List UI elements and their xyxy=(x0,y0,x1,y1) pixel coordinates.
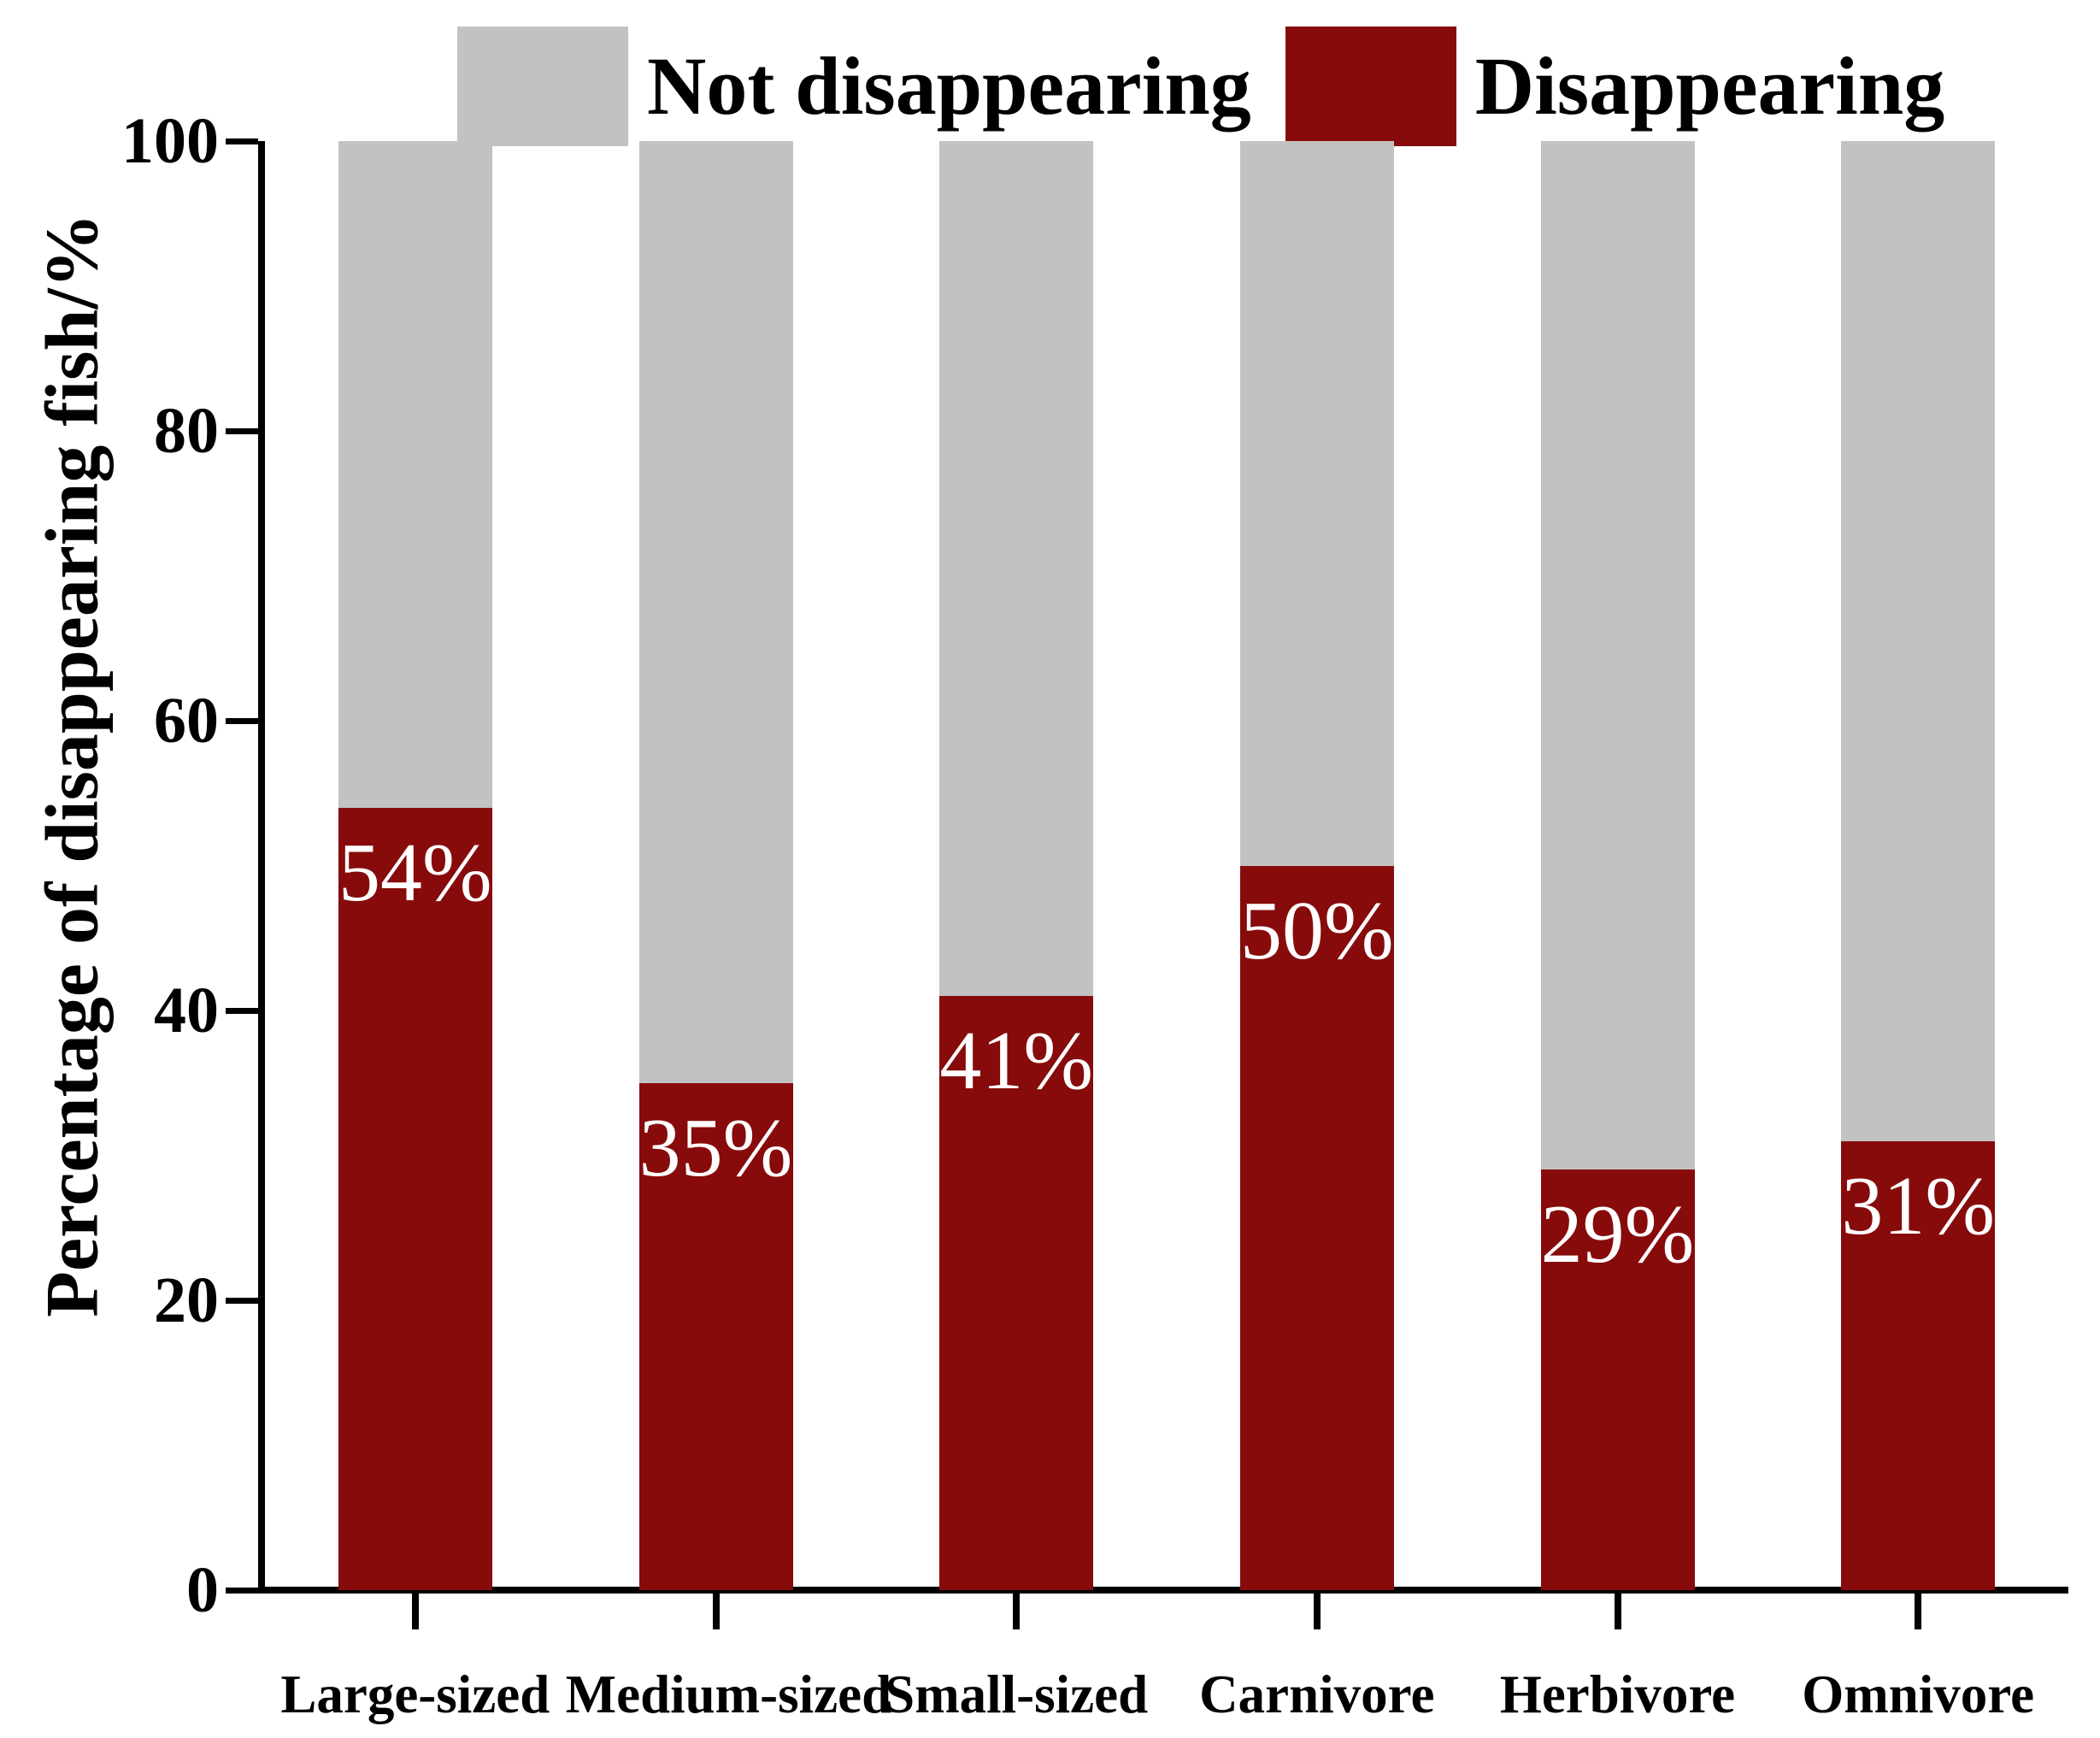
segment-not-disappearing xyxy=(338,141,492,808)
y-tick-label-20: 20 xyxy=(154,1264,219,1336)
segment-not-disappearing xyxy=(939,141,1094,997)
x-tick-small-sized xyxy=(1013,1594,1021,1629)
segment-not-disappearing xyxy=(1841,141,1996,1141)
segment-disappearing xyxy=(338,807,492,1590)
x-tick-large-sized xyxy=(411,1594,419,1629)
segment-not-disappearing xyxy=(638,141,793,1083)
segment-disappearing xyxy=(939,996,1094,1590)
x-tick-medium-sized xyxy=(712,1594,720,1629)
x-category-label-small-sized: Small-sized xyxy=(885,1664,1149,1724)
y-axis-line xyxy=(258,141,265,1594)
bar-large-sized: 54% xyxy=(338,141,492,1590)
bar-medium-sized: 35% xyxy=(638,141,793,1590)
y-tick-label-40: 40 xyxy=(154,975,219,1046)
legend-label-not-disappearing: Not disappearing xyxy=(647,40,1251,132)
x-category-label-carnivore: Carnivore xyxy=(1199,1664,1435,1724)
x-tick-omnivore xyxy=(1915,1594,1922,1629)
bar-value-label: 29% xyxy=(1540,1188,1695,1281)
y-axis-title: Percentage of disappearing fish/% xyxy=(31,213,115,1317)
legend-swatch-not-disappearing xyxy=(457,27,628,146)
y-tick-40 xyxy=(226,1007,258,1014)
x-category-label-medium-sized: Medium-sized xyxy=(565,1664,892,1724)
segment-disappearing xyxy=(1540,1169,1695,1590)
x-axis-line xyxy=(258,1587,2068,1594)
bar-small-sized: 41% xyxy=(939,141,1094,1590)
x-category-label-herbivore: Herbivore xyxy=(1499,1664,1736,1724)
bar-value-label: 41% xyxy=(939,1015,1093,1108)
legend-label-disappearing: Disappearing xyxy=(1474,40,1945,132)
y-tick-100 xyxy=(226,138,258,144)
bar-carnivore: 50% xyxy=(1239,141,1394,1590)
segment-disappearing xyxy=(1841,1140,1996,1590)
y-tick-80 xyxy=(226,427,258,434)
x-category-label-omnivore: Omnivore xyxy=(1802,1664,2035,1724)
y-tick-label-100: 100 xyxy=(121,105,219,177)
legend: Not disappearing Disappearing xyxy=(457,24,1944,149)
bar-value-label: 50% xyxy=(1240,884,1394,977)
legend-swatch-disappearing xyxy=(1285,27,1456,146)
y-tick-0 xyxy=(226,1587,258,1594)
y-tick-20 xyxy=(226,1297,258,1304)
segment-not-disappearing xyxy=(1239,141,1394,866)
y-tick-label-60: 60 xyxy=(154,685,219,757)
segment-disappearing xyxy=(1239,865,1394,1590)
x-tick-carnivore xyxy=(1313,1594,1321,1629)
y-tick-label-80: 80 xyxy=(154,395,219,467)
segment-not-disappearing xyxy=(1540,141,1695,1170)
y-tick-60 xyxy=(226,717,258,724)
y-tick-label-0: 0 xyxy=(186,1554,219,1626)
bar-value-label: 54% xyxy=(338,826,492,919)
bar-value-label: 31% xyxy=(1841,1159,1995,1252)
bar-omnivore: 31% xyxy=(1841,141,1996,1590)
x-tick-herbivore xyxy=(1614,1594,1621,1629)
bar-herbivore: 29% xyxy=(1540,141,1695,1590)
segment-disappearing xyxy=(638,1082,793,1590)
bar-value-label: 35% xyxy=(638,1101,793,1194)
x-category-label-large-sized: Large-sized xyxy=(280,1664,550,1724)
